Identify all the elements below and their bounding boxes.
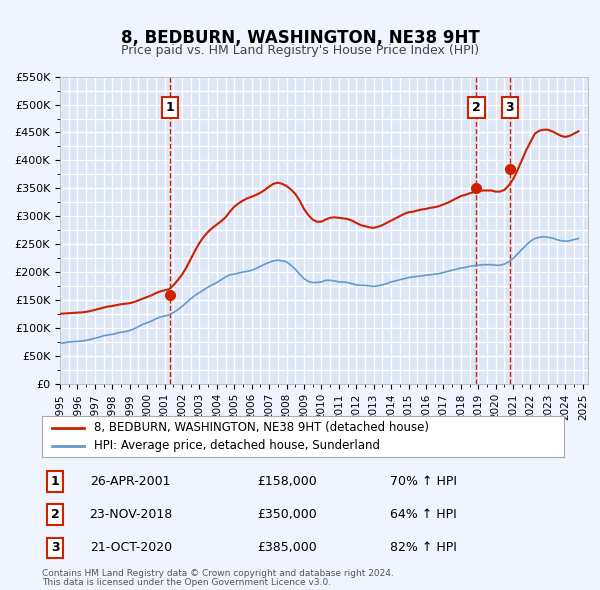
Text: 23-NOV-2018: 23-NOV-2018: [89, 508, 172, 521]
Text: Price paid vs. HM Land Registry's House Price Index (HPI): Price paid vs. HM Land Registry's House …: [121, 44, 479, 57]
Text: 1: 1: [50, 475, 59, 488]
Text: 8, BEDBURN, WASHINGTON, NE38 9HT: 8, BEDBURN, WASHINGTON, NE38 9HT: [121, 30, 479, 47]
Text: 70% ↑ HPI: 70% ↑ HPI: [389, 475, 457, 488]
Text: £350,000: £350,000: [257, 508, 317, 521]
Text: £158,000: £158,000: [257, 475, 317, 488]
Text: 21-OCT-2020: 21-OCT-2020: [89, 541, 172, 555]
Text: 3: 3: [51, 541, 59, 555]
Text: £385,000: £385,000: [257, 541, 317, 555]
Text: 82% ↑ HPI: 82% ↑ HPI: [389, 541, 457, 555]
Text: 2: 2: [50, 508, 59, 521]
Text: 2: 2: [472, 101, 481, 114]
Text: Contains HM Land Registry data © Crown copyright and database right 2024.: Contains HM Land Registry data © Crown c…: [42, 569, 394, 578]
Text: 26-APR-2001: 26-APR-2001: [91, 475, 171, 488]
Text: 64% ↑ HPI: 64% ↑ HPI: [389, 508, 457, 521]
Text: 8, BEDBURN, WASHINGTON, NE38 9HT (detached house): 8, BEDBURN, WASHINGTON, NE38 9HT (detach…: [94, 421, 429, 434]
Text: 3: 3: [505, 101, 514, 114]
Text: HPI: Average price, detached house, Sunderland: HPI: Average price, detached house, Sund…: [94, 439, 380, 452]
Text: This data is licensed under the Open Government Licence v3.0.: This data is licensed under the Open Gov…: [42, 578, 331, 587]
Text: 1: 1: [166, 101, 175, 114]
